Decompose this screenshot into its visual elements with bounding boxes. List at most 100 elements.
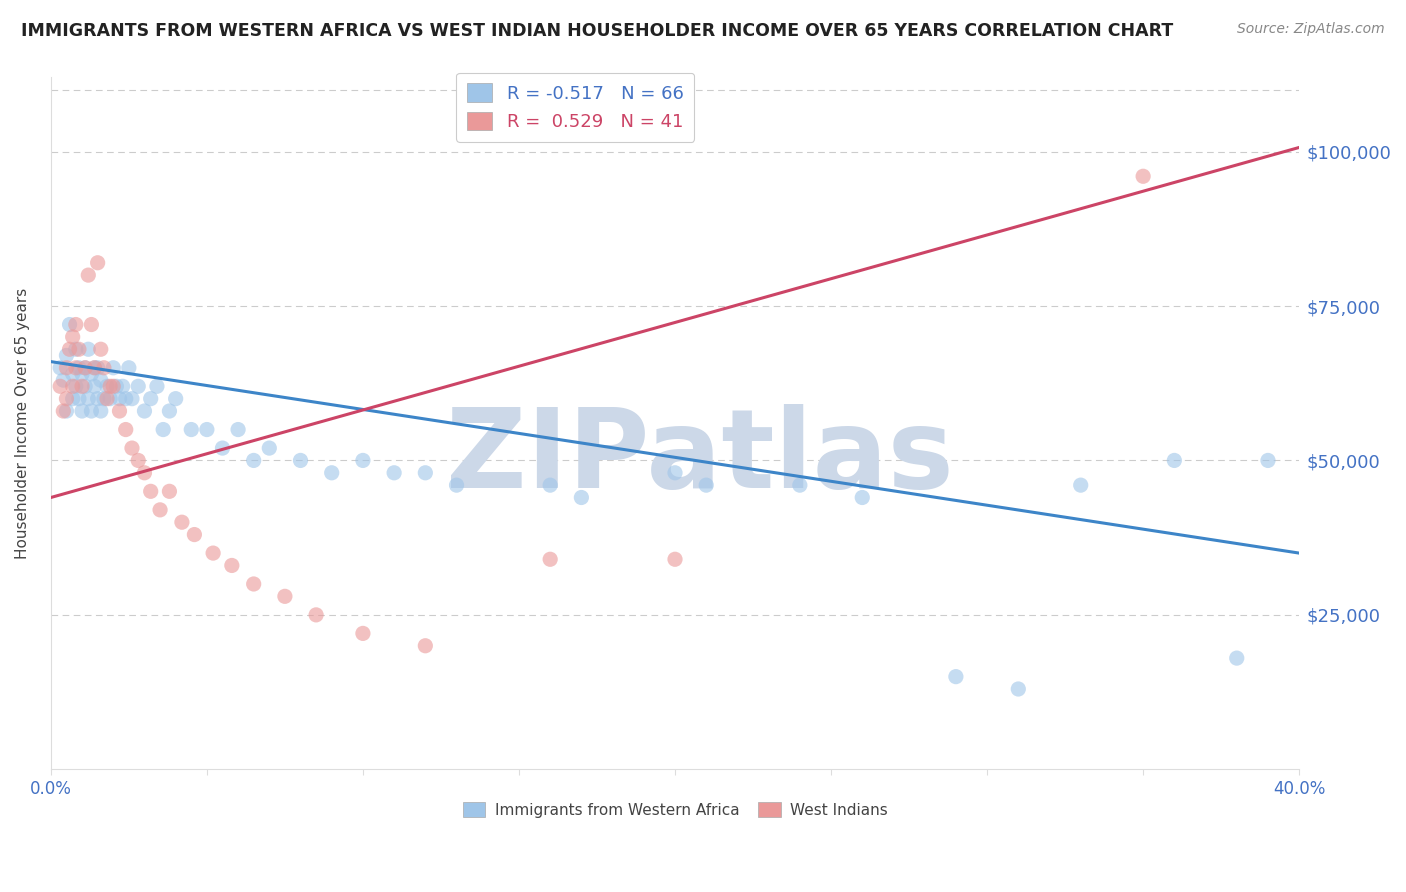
Point xyxy=(1007,681,1029,696)
Point xyxy=(180,423,202,437)
Point xyxy=(415,466,437,480)
Point xyxy=(851,491,873,505)
Point xyxy=(62,367,84,381)
Point xyxy=(134,404,156,418)
Point xyxy=(108,404,131,418)
Point xyxy=(695,478,717,492)
Point xyxy=(49,379,72,393)
Point xyxy=(80,404,103,418)
Point xyxy=(1257,453,1279,467)
Point xyxy=(67,392,90,406)
Point xyxy=(105,379,128,393)
Point xyxy=(114,392,136,406)
Point xyxy=(77,343,100,357)
Point xyxy=(111,379,134,393)
Point xyxy=(65,318,87,332)
Point xyxy=(103,379,125,393)
Point xyxy=(352,626,374,640)
Point xyxy=(70,367,93,381)
Point xyxy=(121,441,143,455)
Point xyxy=(274,590,297,604)
Point xyxy=(221,558,243,573)
Point xyxy=(664,552,686,566)
Point xyxy=(945,670,967,684)
Point xyxy=(55,348,77,362)
Point xyxy=(259,441,281,455)
Point xyxy=(75,379,97,393)
Point xyxy=(108,392,131,406)
Point xyxy=(58,318,80,332)
Point xyxy=(352,453,374,467)
Legend: Immigrants from Western Africa, West Indians: Immigrants from Western Africa, West Ind… xyxy=(457,796,894,824)
Text: IMMIGRANTS FROM WESTERN AFRICA VS WEST INDIAN HOUSEHOLDER INCOME OVER 65 YEARS C: IMMIGRANTS FROM WESTERN AFRICA VS WEST I… xyxy=(21,22,1174,40)
Point xyxy=(121,392,143,406)
Point xyxy=(146,379,169,393)
Point xyxy=(77,392,100,406)
Point xyxy=(98,392,121,406)
Point xyxy=(83,360,105,375)
Point xyxy=(52,404,75,418)
Point xyxy=(211,441,233,455)
Point xyxy=(446,478,468,492)
Point xyxy=(165,392,187,406)
Point xyxy=(83,360,105,375)
Point xyxy=(77,268,100,282)
Point xyxy=(67,360,90,375)
Point xyxy=(1132,169,1154,184)
Point xyxy=(96,392,118,406)
Point xyxy=(382,466,405,480)
Point xyxy=(170,515,193,529)
Point xyxy=(62,330,84,344)
Point xyxy=(58,343,80,357)
Point xyxy=(86,392,108,406)
Text: ZIPatlas: ZIPatlas xyxy=(446,404,953,511)
Point xyxy=(195,423,218,437)
Point xyxy=(202,546,225,560)
Point xyxy=(139,392,162,406)
Point xyxy=(55,360,77,375)
Point xyxy=(114,423,136,437)
Point xyxy=(52,373,75,387)
Point xyxy=(90,404,112,418)
Point xyxy=(134,466,156,480)
Point xyxy=(90,343,112,357)
Point xyxy=(789,478,811,492)
Point xyxy=(67,343,90,357)
Point xyxy=(149,503,172,517)
Point xyxy=(538,478,561,492)
Point xyxy=(55,404,77,418)
Y-axis label: Householder Income Over 65 years: Householder Income Over 65 years xyxy=(15,288,30,559)
Point xyxy=(86,256,108,270)
Point xyxy=(62,379,84,393)
Point xyxy=(65,379,87,393)
Point xyxy=(96,379,118,393)
Point xyxy=(538,552,561,566)
Point xyxy=(1163,453,1185,467)
Point xyxy=(139,484,162,499)
Point xyxy=(75,360,97,375)
Point xyxy=(152,423,174,437)
Point xyxy=(415,639,437,653)
Point xyxy=(103,360,125,375)
Point xyxy=(49,360,72,375)
Point xyxy=(62,392,84,406)
Point xyxy=(183,527,205,541)
Point xyxy=(90,373,112,387)
Point xyxy=(98,379,121,393)
Point xyxy=(1226,651,1249,665)
Point xyxy=(1070,478,1092,492)
Point xyxy=(569,491,592,505)
Point xyxy=(83,379,105,393)
Point xyxy=(242,453,264,467)
Point xyxy=(70,379,93,393)
Text: Source: ZipAtlas.com: Source: ZipAtlas.com xyxy=(1237,22,1385,37)
Point xyxy=(305,607,328,622)
Point xyxy=(127,453,149,467)
Point xyxy=(242,577,264,591)
Point xyxy=(75,360,97,375)
Point xyxy=(664,466,686,480)
Point xyxy=(127,379,149,393)
Point xyxy=(159,404,181,418)
Point xyxy=(65,343,87,357)
Point xyxy=(290,453,312,467)
